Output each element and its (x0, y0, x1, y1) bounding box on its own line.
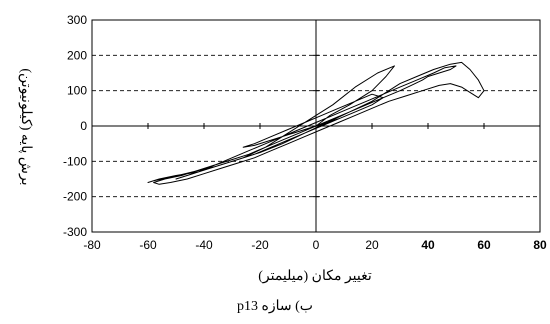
y-tick-label: -100 (63, 154, 87, 168)
y-tick-label: 200 (67, 48, 87, 62)
x-tick-label: -20 (251, 238, 269, 252)
tick-labels: -80 -60 -40 -20 0 20 40 60 80-300-200-1000100200… (63, 13, 547, 252)
x-tick-label: 60 (477, 238, 491, 252)
y-tick-label: 0 (80, 119, 87, 133)
x-tick-label: 40 (421, 238, 435, 252)
x-tick-label: -80 (83, 238, 101, 252)
series-line-0 (147, 61, 485, 185)
figure-caption: ب) سازه p13 (237, 299, 313, 314)
x-tick-label: 20 (365, 238, 379, 252)
y-tick-label: 100 (67, 84, 87, 98)
y-tick-label: 300 (67, 13, 87, 27)
hysteresis-chart: -80 -60 -40 -20 0 20 40 60 80-300-200-1000100200… (18, 13, 547, 284)
x-axis-label: تغییر مکان (میلیمتر) (258, 269, 372, 284)
y-tick-label: -300 (63, 225, 87, 239)
series (147, 61, 485, 185)
y-tick-label: -200 (63, 190, 87, 204)
x-tick-label: 80 (533, 238, 547, 252)
x-tick-label: -40 (195, 238, 213, 252)
x-tick-label: 0 (313, 238, 320, 252)
x-tick-label: -60 (139, 238, 157, 252)
y-axis-label: برش پایه (کیلونیوتن) (18, 68, 33, 185)
